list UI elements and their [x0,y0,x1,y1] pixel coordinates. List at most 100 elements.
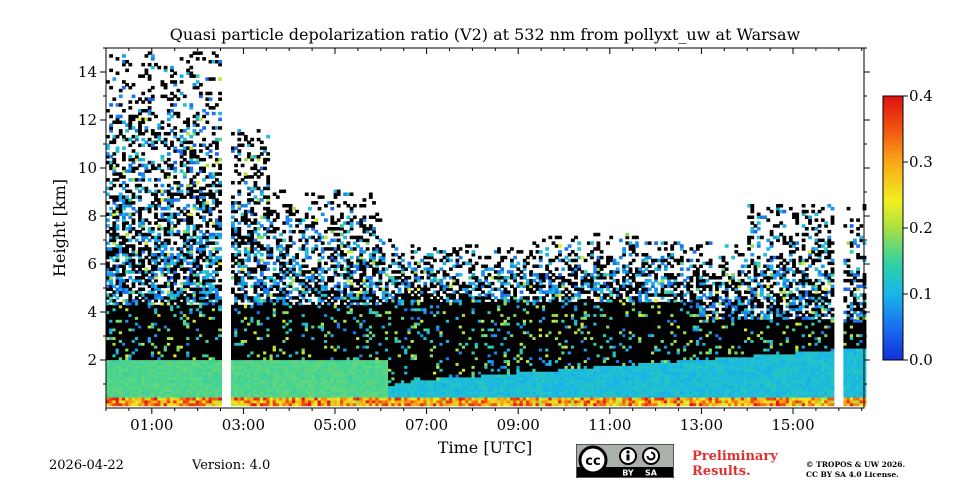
heatmap-cell [301,385,306,389]
heatmap-cell [182,322,187,326]
heatmap-cell [128,290,133,294]
heatmap-cell [112,232,117,237]
heatmap-cell [166,111,171,116]
heatmap-cell [237,330,242,335]
heatmap-cell [346,267,351,271]
heatmap-cell [279,276,283,280]
heatmap-cell [237,356,242,361]
heatmap-cell [320,353,325,358]
heatmap-cell [362,379,367,384]
heatmap-cell [304,327,309,332]
heatmap-cell [275,287,280,291]
heatmap-cell [192,359,197,363]
heatmap-cell [166,373,171,378]
heatmap-cell [160,322,165,326]
heatmap-cell [166,310,171,315]
heatmap-cell [253,353,258,358]
heatmap-cell [208,345,213,349]
heatmap-cell [150,258,155,263]
heatmap-cell [170,359,174,363]
heatmap-cell [150,146,155,150]
heatmap-cell [131,330,136,335]
heatmap-cell [243,313,248,317]
heatmap-cell [131,327,136,332]
heatmap-cell [349,394,354,398]
heatmap-cell [166,224,171,228]
heatmap-cell [218,62,222,67]
heatmap-cell [179,394,184,398]
heatmap-cell [115,103,120,107]
heatmap-cell [199,385,203,389]
heatmap-cell [359,253,364,257]
heatmap-cell [266,212,271,217]
heatmap-cell [118,88,123,93]
heatmap-cell [320,278,325,283]
heatmap-cell [336,244,341,248]
heatmap-cell [157,339,162,343]
heatmap-cell [317,397,322,401]
heatmap-cell [298,327,303,332]
heatmap-cell [218,379,222,384]
heatmap-cell [349,224,354,228]
heatmap-cell [266,235,271,240]
heatmap-cell [131,247,136,251]
heatmap-cell [112,376,117,381]
heatmap-cell [163,218,168,222]
heatmap-cell [202,359,206,363]
heatmap-cell [285,391,290,395]
heatmap-cell [253,183,258,188]
heatmap-cell [182,365,187,369]
heatmap-cell [359,235,364,240]
heatmap-cell [157,310,162,315]
heatmap-cell [186,140,190,145]
heatmap-cell [343,276,347,280]
heatmap-cell [247,388,251,392]
heatmap-cell [295,310,299,315]
heatmap-cell [256,313,261,317]
heatmap-cell [272,316,277,320]
heatmap-cell [269,212,274,217]
heatmap-cell [166,376,171,381]
heatmap-cell [243,394,248,398]
heatmap-cell [176,336,181,340]
heatmap-cell [266,379,271,384]
heatmap-cell [186,221,190,225]
heatmap-cell [128,238,133,243]
heatmap-cell [211,206,216,211]
heatmap-cell [134,129,139,133]
heatmap-cell [138,350,142,355]
heatmap-cell [356,356,360,361]
heatmap-cell [202,353,206,358]
heatmap-cell [199,371,203,375]
heatmap-cell [279,342,283,346]
heatmap-cell [211,296,216,300]
heatmap-cell [173,160,178,165]
heatmap-cell [166,278,171,283]
heatmap-cell [237,293,242,297]
heatmap-cell [266,198,271,202]
heatmap-cell [253,319,258,323]
heatmap-cell [150,345,155,349]
heatmap-cell [138,221,142,225]
heatmap-cell [285,290,290,294]
heatmap-cell [160,299,165,303]
heatmap-cell [170,204,174,208]
heatmap-cell [275,362,280,366]
heatmap-cell [240,333,245,338]
heatmap-cell [311,371,315,375]
heatmap-cell [272,235,277,240]
heatmap-cell [176,394,181,398]
heatmap-cell [237,368,242,372]
heatmap-cell [186,371,190,375]
heatmap-cell [340,255,344,260]
heatmap-cell [208,284,213,289]
heatmap-cell [243,319,248,323]
heatmap-cell [298,362,303,366]
heatmap-cell [189,221,194,225]
heatmap-cell [243,397,248,401]
heatmap-cell [237,229,242,234]
heatmap-cell [243,134,248,139]
heatmap-cell [330,310,335,315]
heatmap-cell [243,218,248,222]
heatmap-cell [349,206,354,211]
